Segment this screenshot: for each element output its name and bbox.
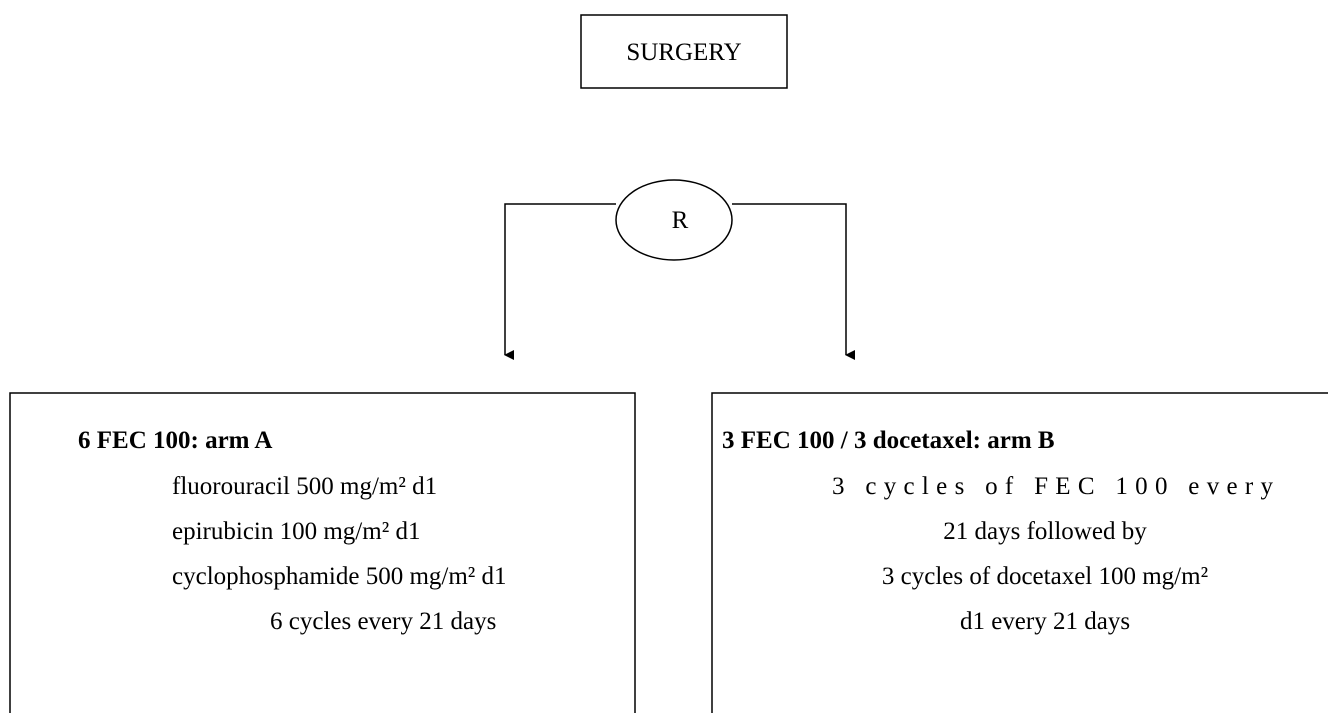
randomization-node [615, 179, 733, 261]
surgery-label: SURGERY [626, 39, 741, 66]
surgery-box [580, 14, 788, 89]
arm-b-box [711, 392, 1328, 713]
arm-line: 21 days followed by [943, 518, 1147, 545]
arrow-left [504, 203, 616, 360]
arm-line: 3 cycles of FEC 100 every [832, 473, 1274, 500]
arm-line: d1 every 21 days [960, 608, 1130, 635]
randomization-label: R [672, 207, 689, 234]
arm-a-box [9, 392, 636, 713]
arm-title: 3 FEC 100 / 3 docetaxel: arm B [722, 427, 1055, 454]
arm-line: 6 cycles every 21 days [270, 608, 496, 635]
arm-line: fluorouracil 500 mg/m² d1 [172, 473, 437, 500]
arm-line: 3 cycles of docetaxel 100 mg/m² [882, 563, 1208, 590]
arm-line: cyclophosphamide 500 mg/m² d1 [172, 563, 507, 590]
arm-line: epirubicin 100 mg/m² d1 [172, 518, 420, 545]
arrow-right [732, 203, 855, 360]
arm-title: 6 FEC 100: arm A [78, 427, 272, 454]
